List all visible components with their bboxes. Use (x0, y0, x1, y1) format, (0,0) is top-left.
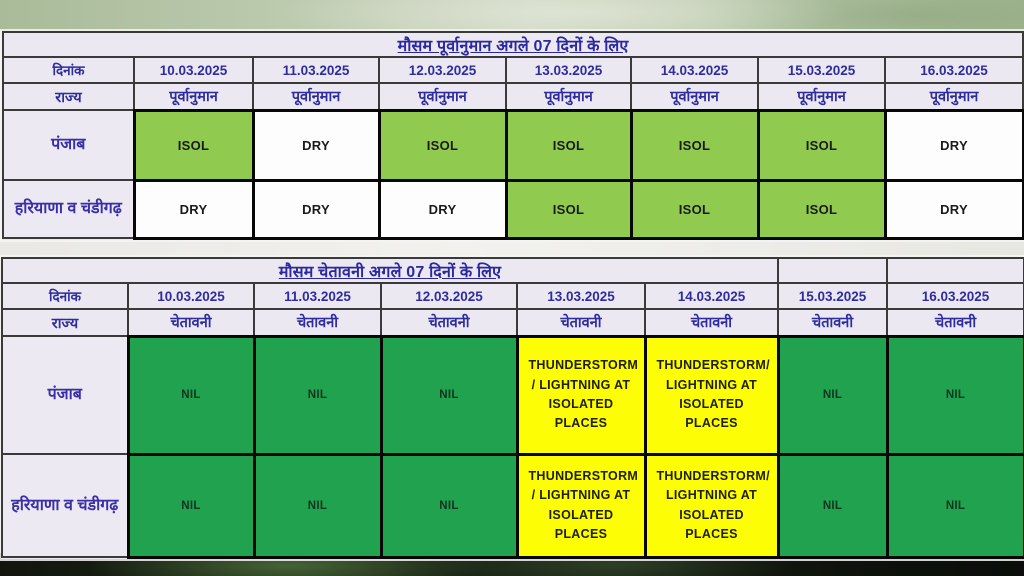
background-photo-top (0, 0, 1024, 31)
forecast-cell: DRY (883, 178, 1024, 240)
forecast-cell: ISOL (504, 108, 633, 182)
warning-cell: NIL (885, 452, 1024, 559)
warning-subheader: चेतावनी (516, 308, 646, 337)
warning-date: 14.03.2025 (643, 282, 780, 310)
warning-cell: NIL (379, 452, 519, 559)
warning-corner-date-label: दिनांक (1, 282, 129, 310)
row-label-punjab: पंजाब (2, 109, 135, 181)
warning-cell: NIL (379, 334, 519, 456)
row-label-punjab: पंजाब (1, 335, 129, 455)
background-photo-gap (0, 237, 1024, 258)
forecast-subheader: पूर्वानुमान (883, 82, 1024, 111)
warning-cell: THUNDERSTORM / LIGHTNING AT ISOLATED PLA… (515, 452, 647, 559)
forecast-date: 10.03.2025 (133, 56, 254, 84)
forecast-table: मौसम पूर्वानुमान अगले 07 दिनों के लिए दि… (1, 31, 1024, 240)
warning-table-title: मौसम चेतावनी अगले 07 दिनों के लिए (0, 257, 780, 284)
warning-corner-state-label: राज्य (1, 308, 129, 337)
row-label-haryana-chandigarh: हरियाणा व चंडीगढ़ (1, 453, 129, 558)
warning-cell: NIL (126, 452, 256, 559)
warning-cell: NIL (252, 334, 383, 456)
row-label-haryana-chandigarh: हरियाणा व चंडीगढ़ (2, 179, 135, 239)
warning-subheader: चेतावनी (886, 308, 1024, 337)
forecast-subheader: पूर्वानुमान (757, 82, 886, 111)
forecast-date: 11.03.2025 (252, 56, 380, 84)
background-photo-bottom (0, 553, 1024, 576)
forecast-cell: ISOL (629, 108, 760, 182)
forecast-table-title: मौसम पूर्वानुमान अगले 07 दिनों के लिए (1, 31, 1024, 58)
warning-cell: NIL (126, 334, 256, 456)
warning-title-row: मौसम चेतावनी अगले 07 दिनों के लिए (0, 257, 1024, 284)
warning-cell: NIL (252, 452, 383, 559)
warning-cell: THUNDERSTORM/ LIGHTNING AT ISOLATED PLAC… (643, 452, 780, 559)
forecast-subheader: पूर्वानुमान (133, 82, 254, 111)
forecast-subheader-row: राज्य पूर्वानुमान पूर्वानुमान पूर्वानुमा… (2, 82, 1024, 111)
forecast-cell: DRY (132, 178, 255, 240)
forecast-subheader: पूर्वानुमान (378, 82, 507, 111)
forecast-cell: ISOL (504, 178, 633, 240)
warning-table: मौसम चेतावनी अगले 07 दिनों के लिए दिनांक… (0, 257, 1024, 559)
forecast-corner-state-label: राज्य (2, 82, 135, 111)
forecast-cell: ISOL (756, 108, 887, 182)
warning-date: 10.03.2025 (127, 282, 255, 310)
warning-cell: NIL (885, 334, 1024, 456)
forecast-date: 16.03.2025 (883, 56, 1024, 84)
warning-cell: THUNDERSTORM/ LIGHTNING AT ISOLATED PLAC… (643, 334, 780, 456)
forecast-date: 14.03.2025 (630, 56, 759, 84)
warning-cell: THUNDERSTORM / LIGHTNING AT ISOLATED PLA… (515, 334, 647, 456)
forecast-cell: DRY (883, 108, 1024, 182)
warning-subheader: चेतावनी (127, 308, 255, 337)
forecast-date-header-row: दिनांक 10.03.2025 11.03.2025 12.03.2025 … (2, 56, 1024, 84)
warning-date: 16.03.2025 (886, 282, 1024, 310)
forecast-cell: DRY (251, 108, 381, 182)
warning-title-spacer (777, 257, 889, 284)
warning-subheader: चेतावनी (380, 308, 518, 337)
forecast-cell: DRY (251, 178, 381, 240)
forecast-date: 15.03.2025 (757, 56, 886, 84)
forecast-date: 12.03.2025 (378, 56, 507, 84)
warning-cell: NIL (776, 452, 889, 559)
warning-title-spacer (886, 257, 1024, 284)
warning-subheader: चेतावनी (253, 308, 382, 337)
warning-date: 11.03.2025 (253, 282, 382, 310)
forecast-row-punjab: पंजाब ISOL DRY ISOL ISOL ISOL ISOL DRY (2, 108, 1024, 182)
forecast-cell: ISOL (377, 108, 508, 182)
forecast-cell: DRY (377, 178, 508, 240)
forecast-subheader: पूर्वानुमान (252, 82, 380, 111)
forecast-date: 13.03.2025 (505, 56, 632, 84)
warning-subheader: चेतावनी (643, 308, 780, 337)
forecast-corner-date-label: दिनांक (2, 56, 135, 84)
forecast-cell: ISOL (132, 108, 255, 182)
warning-subheader-row: राज्य चेतावनी चेतावनी चेतावनी चेतावनी चे… (1, 308, 1024, 337)
forecast-row-haryana-chandigarh: हरियाणा व चंडीगढ़ DRY DRY DRY ISOL ISOL … (2, 178, 1024, 240)
forecast-subheader: पूर्वानुमान (630, 82, 759, 111)
forecast-cell: ISOL (756, 178, 887, 240)
forecast-title-row: मौसम पूर्वानुमान अगले 07 दिनों के लिए (1, 31, 1024, 58)
warning-row-haryana-chandigarh: हरियाणा व चंडीगढ़ NIL NIL NIL THUNDERSTO… (1, 452, 1024, 559)
warning-date-header-row: दिनांक 10.03.2025 11.03.2025 12.03.2025 … (1, 282, 1024, 310)
forecast-subheader: पूर्वानुमान (505, 82, 632, 111)
warning-date: 13.03.2025 (516, 282, 646, 310)
warning-cell: NIL (776, 334, 889, 456)
warning-date: 15.03.2025 (777, 282, 889, 310)
warning-row-punjab: पंजाब NIL NIL NIL THUNDERSTORM / LIGHTNI… (1, 334, 1024, 456)
warning-subheader: चेतावनी (777, 308, 889, 337)
warning-date: 12.03.2025 (380, 282, 518, 310)
forecast-cell: ISOL (629, 178, 760, 240)
